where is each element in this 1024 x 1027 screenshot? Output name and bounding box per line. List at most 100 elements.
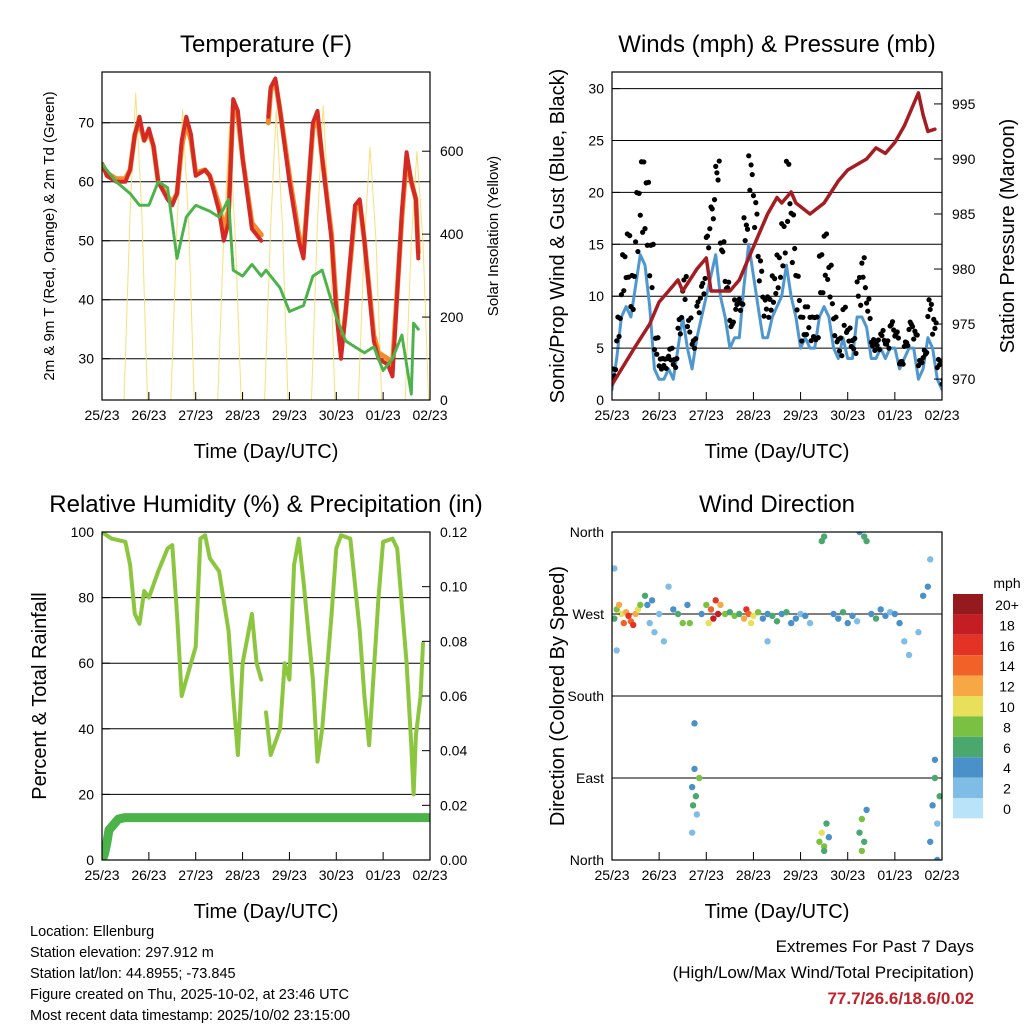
gust-point xyxy=(721,239,727,245)
gust-point xyxy=(631,273,637,279)
gust-point xyxy=(926,297,932,303)
legend-label: 20+ xyxy=(995,597,1019,613)
gust-point xyxy=(683,273,689,280)
x-tick-label: 02/23 xyxy=(412,867,447,883)
wind-direction-point xyxy=(931,756,939,763)
gust-point xyxy=(879,332,885,339)
legend-label: 2 xyxy=(1003,781,1011,797)
gust-point xyxy=(928,301,934,307)
gust-point xyxy=(694,303,700,309)
gust-point xyxy=(939,381,942,387)
gust-point xyxy=(895,335,901,341)
wind-direction-point xyxy=(863,537,870,545)
wind-direction-point xyxy=(818,829,825,836)
gust-point xyxy=(726,279,732,285)
y-tick-label: 40 xyxy=(78,292,94,308)
gust-point xyxy=(827,294,833,300)
y-tick-label: 100 xyxy=(71,524,95,540)
chart-wind_direction: Wind Direction Time (Day/UTC) Direction (C… xyxy=(547,491,1021,923)
wind-direction-point xyxy=(927,838,934,845)
y2-axis-label: Solar Insolation (Yellow) xyxy=(485,156,502,316)
gust-point xyxy=(833,314,839,320)
gust-point xyxy=(862,285,868,291)
y2-tick-label: 970 xyxy=(952,371,976,387)
x-tick-label: 28/23 xyxy=(736,867,771,883)
gust-point xyxy=(710,216,716,222)
gust-point xyxy=(932,325,938,331)
y-tick-label: 60 xyxy=(78,174,94,190)
legend-swatch xyxy=(953,614,983,635)
chart-winds: Winds (mph) & Pressure (mb) Time (Day/UTC… xyxy=(547,31,1019,463)
gust-point xyxy=(616,333,622,340)
gust-point xyxy=(636,190,642,197)
gust-point xyxy=(860,274,866,280)
gust-point xyxy=(858,302,864,308)
gust-point xyxy=(674,356,680,362)
gust-point xyxy=(696,310,702,316)
legend-swatch xyxy=(953,777,983,798)
y-tick-label: North xyxy=(570,852,604,868)
gust-point xyxy=(749,171,755,178)
x-tick-label: 25/23 xyxy=(594,407,629,423)
y2-tick-label: 0.12 xyxy=(440,524,467,540)
gust-point xyxy=(805,304,811,310)
x-tick-label: 25/23 xyxy=(594,867,629,883)
y-tick-label: 40 xyxy=(78,721,94,737)
gust-point xyxy=(852,335,858,342)
gust-point xyxy=(914,332,920,338)
gust-point xyxy=(711,197,718,203)
y-tick-label: 70 xyxy=(78,115,94,131)
gust-point xyxy=(803,331,810,338)
gust-point xyxy=(938,358,942,364)
gust-point xyxy=(839,353,845,359)
extremes-values: 77.7/26.6/18.6/0.02 xyxy=(827,989,974,1008)
wind-direction-point xyxy=(919,592,927,599)
wind-direction-point xyxy=(924,583,932,590)
wind-direction-point xyxy=(644,601,651,609)
wind-direction-point xyxy=(931,774,939,782)
legend-label: 10 xyxy=(999,699,1015,715)
legend-label: 6 xyxy=(1003,740,1011,756)
y2-tick-label: 980 xyxy=(952,261,976,277)
x-tick-label: 26/23 xyxy=(642,407,677,423)
gust-point xyxy=(894,329,900,335)
x-tick-label: 01/23 xyxy=(366,407,401,423)
x-tick-label: 27/23 xyxy=(178,407,213,423)
y-axis-label: Sonic/Prop Wind & Gust (Blue, Black) xyxy=(547,69,569,404)
gust-point xyxy=(814,314,820,320)
wind-direction-point xyxy=(882,612,889,620)
gust-point xyxy=(675,325,681,331)
gust-point xyxy=(713,163,719,169)
gust-point xyxy=(612,366,619,373)
gust-point xyxy=(855,293,861,299)
wind-direction-point xyxy=(806,619,814,627)
wind-direction-point xyxy=(705,619,712,627)
wind-direction-point xyxy=(769,612,776,620)
gust-point xyxy=(800,314,806,320)
series-station-pressure xyxy=(612,91,937,387)
wind-direction-point xyxy=(877,606,884,613)
wind-direction-point xyxy=(651,629,658,636)
y-tick-label: 80 xyxy=(78,590,94,606)
x-tick-label: 27/23 xyxy=(689,867,724,883)
y-tick-label: 50 xyxy=(78,233,94,249)
location-text: Location: Ellenburg xyxy=(30,924,155,940)
gust-point xyxy=(775,285,781,291)
gust-point xyxy=(790,212,797,218)
plot-area xyxy=(102,76,430,400)
wind-direction-point xyxy=(726,608,734,616)
gust-point xyxy=(714,170,720,176)
wind-direction-point xyxy=(835,615,842,622)
gust-point xyxy=(828,262,834,268)
chart-title: Winds (mph) & Pressure (mb) xyxy=(618,31,935,58)
wind-direction-point xyxy=(612,615,618,622)
wind-direction-point xyxy=(679,619,686,627)
gust-point xyxy=(663,365,669,372)
x-tick-label: 02/23 xyxy=(412,407,447,423)
plot-area xyxy=(612,532,942,860)
y-tick-label: West xyxy=(572,606,604,622)
x-tick-label: 29/23 xyxy=(272,407,307,423)
gust-point xyxy=(741,215,747,221)
y-tick-label: 25 xyxy=(588,133,604,149)
gust-point xyxy=(822,272,828,278)
